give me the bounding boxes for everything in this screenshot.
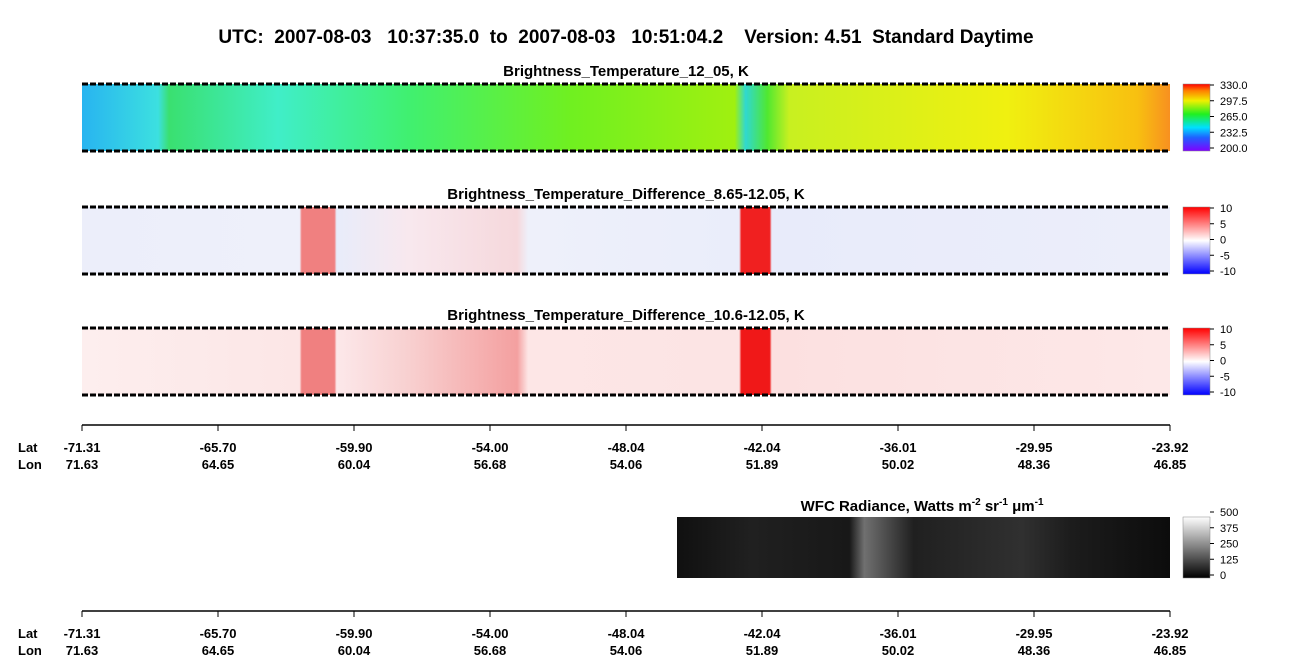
lat-tick-label: -29.95 — [1016, 440, 1053, 455]
panel-image — [82, 328, 1170, 395]
lat-tick-label: -23.92 — [1152, 626, 1189, 641]
wfc-image — [677, 517, 1170, 578]
lat-tick-label: -29.95 — [1016, 626, 1053, 641]
colorbar-label: 200.0 — [1220, 143, 1248, 155]
lat-tick-label: -48.04 — [608, 626, 646, 641]
colorbar-label: 297.5 — [1220, 96, 1248, 108]
colorbar-label: 265.0 — [1220, 112, 1248, 124]
lat-tick-label: -71.31 — [64, 626, 101, 641]
lon-tick-label: 48.36 — [1018, 457, 1051, 472]
lat-tick-label: -48.04 — [608, 440, 646, 455]
colorbar-label: 125 — [1220, 554, 1238, 566]
colorbar-label: 10 — [1220, 324, 1232, 336]
colorbar-label: -5 — [1220, 250, 1230, 262]
lon-tick-label: 56.68 — [474, 643, 507, 658]
panel-title: Brightness_Temperature_12_05, K — [503, 63, 749, 80]
colorbar-label: 5 — [1220, 340, 1226, 352]
colorbar-label: 5 — [1220, 219, 1226, 231]
panel-title: Brightness_Temperature_Difference_10.6-1… — [447, 307, 805, 324]
panel-image — [82, 207, 1170, 274]
colorbar-label: 0 — [1220, 356, 1226, 368]
lon-tick-label: 46.85 — [1154, 457, 1187, 472]
lon-tick-label: 64.65 — [202, 643, 235, 658]
lat-tick-label: -71.31 — [64, 440, 101, 455]
lon-tick-label: 48.36 — [1018, 643, 1051, 658]
colorbar-label: 232.5 — [1220, 127, 1248, 139]
colorbar-label: 330.0 — [1220, 80, 1248, 92]
panel-image — [82, 84, 1170, 151]
lat-tick-label: -42.04 — [744, 626, 782, 641]
lon-tick-label: 50.02 — [882, 643, 915, 658]
wfc-title: WFC Radiance, Watts m-2 sr-1 μm-1 — [788, 492, 1052, 515]
lon-tick-label: 60.04 — [338, 457, 371, 472]
wfc-panel: WFC Radiance, Watts m-2 sr-1 μm-1 — [677, 492, 1211, 579]
page-title: UTC: 2007-08-03 10:37:35.0 to 2007-08-03… — [218, 27, 1033, 48]
colorbar — [1182, 83, 1211, 152]
lon-tick-label: 50.02 — [882, 457, 915, 472]
lon-tick-label: 51.89 — [746, 643, 779, 658]
wfc-colorbar — [1182, 516, 1211, 579]
lon-tick-label: 54.06 — [610, 457, 643, 472]
lat-tick-label: -65.70 — [200, 440, 237, 455]
lon-tick-label: 71.63 — [66, 457, 99, 472]
lon-tick-label: 46.85 — [1154, 643, 1187, 658]
lat-tick-label: -23.92 — [1152, 440, 1189, 455]
colorbar-label: 0 — [1220, 570, 1226, 582]
lat-tick-label: -59.90 — [336, 440, 373, 455]
panel-title: Brightness_Temperature_Difference_8.65-1… — [447, 186, 805, 203]
lat-label: Lat — [18, 440, 38, 455]
colorbar-label: 0 — [1220, 235, 1226, 247]
lon-tick-label: 56.68 — [474, 457, 507, 472]
colorbar-label: -5 — [1220, 371, 1230, 383]
lon-tick-label: 51.89 — [746, 457, 779, 472]
colorbar-label: -10 — [1220, 387, 1236, 399]
lon-tick-label: 54.06 — [610, 643, 643, 658]
lat-tick-label: -36.01 — [880, 626, 917, 641]
colorbar-label: 10 — [1220, 203, 1232, 215]
colorbar-label: 500 — [1220, 507, 1238, 519]
lat-tick-label: -65.70 — [200, 626, 237, 641]
lon-label: Lon — [18, 643, 42, 658]
colorbar — [1182, 327, 1211, 396]
lon-label: Lon — [18, 457, 42, 472]
colorbar-label: 250 — [1220, 539, 1238, 551]
lon-tick-label: 71.63 — [66, 643, 99, 658]
lat-tick-label: -59.90 — [336, 626, 373, 641]
lat-tick-label: -36.01 — [880, 440, 917, 455]
lat-tick-label: -54.00 — [472, 440, 509, 455]
lat-tick-label: -42.04 — [744, 440, 782, 455]
lon-tick-label: 60.04 — [338, 643, 371, 658]
lon-tick-label: 64.65 — [202, 457, 235, 472]
colorbar-label: 375 — [1220, 523, 1238, 535]
lat-tick-label: -54.00 — [472, 626, 509, 641]
lat-label: Lat — [18, 626, 38, 641]
colorbar-label: -10 — [1220, 266, 1236, 278]
colorbar — [1182, 206, 1211, 275]
